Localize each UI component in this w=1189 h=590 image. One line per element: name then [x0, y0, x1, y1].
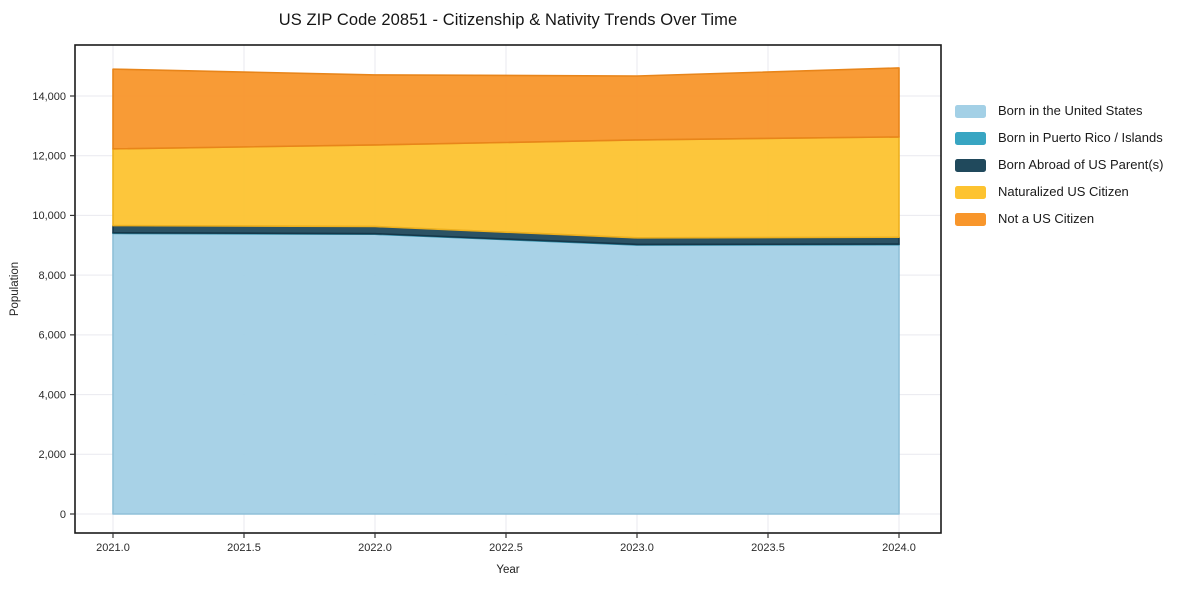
legend: Born in the United States Born in Puerto … — [955, 104, 1163, 226]
chart-title: US ZIP Code 20851 - Citizenship & Nativi… — [278, 11, 738, 29]
x-tick-label: 2021.0 — [96, 542, 130, 554]
area-born-in-the-united-states — [112, 232, 900, 515]
y-tick-label: 8,000 — [38, 270, 66, 282]
legend-swatch — [955, 158, 986, 172]
x-tick-label: 2023.5 — [751, 542, 785, 554]
y-tick-label: 14,000 — [32, 91, 66, 103]
legend-item-born-abroad-of-us-parent-s: Born Abroad of US Parent(s) — [955, 158, 1163, 172]
x-tick-label: 2024.0 — [882, 542, 916, 554]
legend-swatch — [955, 131, 986, 145]
legend-label: Not a US Citizen — [998, 211, 1095, 226]
legend-item-naturalized-us-citizen: Naturalized US Citizen — [955, 185, 1163, 199]
legend-swatch — [955, 185, 986, 199]
legend-item-not-a-us-citizen: Not a US Citizen — [955, 212, 1163, 226]
legend-label: Born in the United States — [998, 103, 1143, 118]
area-naturalized-us-citizen — [112, 136, 900, 239]
y-tick-label: 12,000 — [32, 151, 66, 163]
legend-item-born-in-puerto-rico-islands: Born in Puerto Rico / Islands — [955, 131, 1163, 145]
y-tick-label: 4,000 — [38, 389, 66, 401]
x-tick-label: 2022.0 — [358, 542, 392, 554]
legend-label: Born in Puerto Rico / Islands — [998, 130, 1163, 145]
y-axis-label-wrap: Population — [0, 45, 30, 533]
x-tick-label: 2023.0 — [620, 542, 654, 554]
x-tick-label: 2021.5 — [227, 542, 261, 554]
y-tick-label: 6,000 — [38, 330, 66, 342]
y-tick-label: 0 — [60, 509, 66, 521]
area-not-a-us-citizen — [112, 67, 900, 150]
legend-label: Born Abroad of US Parent(s) — [998, 157, 1164, 172]
legend-item-born-in-the-united-states: Born in the United States — [955, 104, 1163, 118]
y-tick-label: 2,000 — [38, 449, 66, 461]
y-tick-label: 10,000 — [32, 210, 66, 222]
legend-swatch — [955, 104, 986, 118]
x-axis-label: Year — [496, 564, 520, 576]
legend-swatch — [955, 212, 986, 226]
y-axis-label: Population — [9, 261, 22, 317]
legend-label: Naturalized US Citizen — [998, 184, 1129, 199]
plot-border — [74, 44, 942, 534]
x-tick-label: 2022.5 — [489, 542, 523, 554]
